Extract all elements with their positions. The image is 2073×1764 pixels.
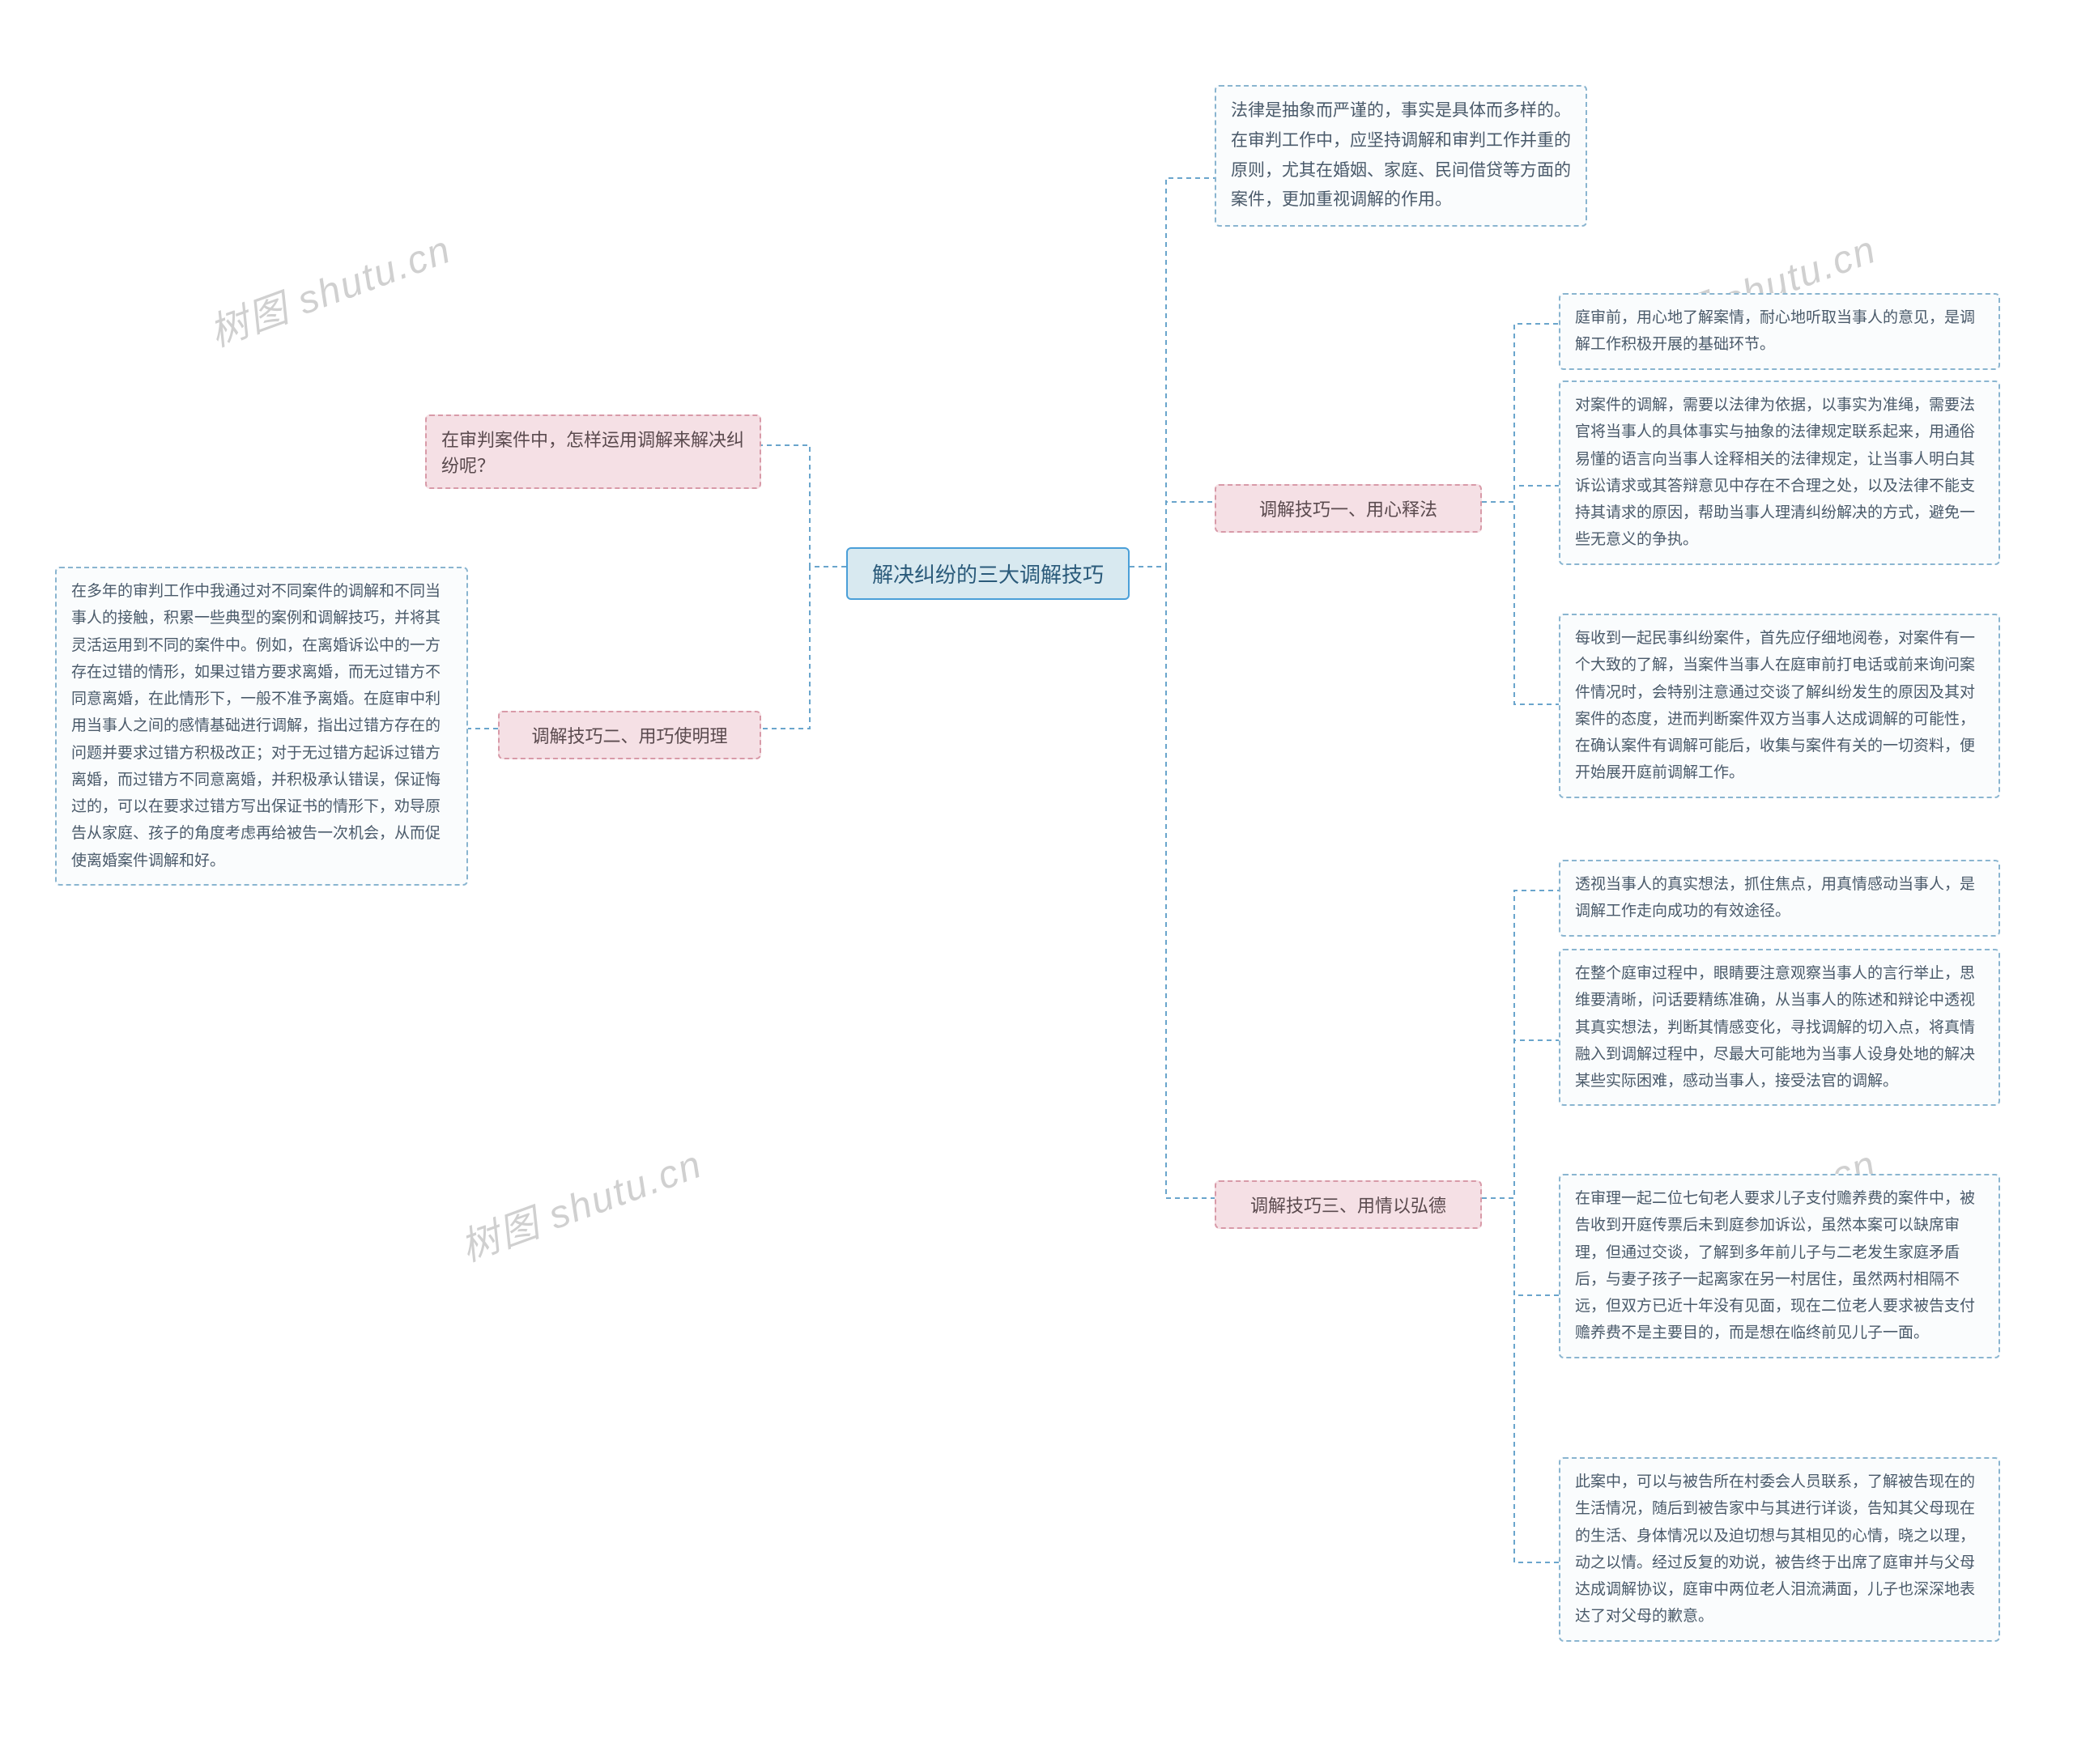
branch-technique3: 调解技巧三、用情以弘德 (1215, 1180, 1482, 1229)
branch-technique1: 调解技巧一、用心释法 (1215, 484, 1482, 533)
watermark: 树图 shutu.cn (200, 218, 458, 358)
leaf-technique2-text: 在多年的审判工作中我通过对不同案件的调解和不同当事人的接触，积累一些典型的案例和… (71, 583, 441, 869)
leaf-technique1-d2-text: 对案件的调解，需要以法律为依据，以事实为准绳，需要法官将当事人的具体事实与抽象的… (1575, 397, 1975, 548)
leaf-technique1-d3-text: 每收到一起民事纠纷案件，首先应仔细地阅卷，对案件有一个大致的了解，当案件当事人在… (1575, 630, 1975, 781)
root-node: 解决纠纷的三大调解技巧 (846, 547, 1130, 600)
leaf-technique3-d1: 透视当事人的真实想法，抓住焦点，用真情感动当事人，是调解工作走向成功的有效途径。 (1559, 860, 2000, 937)
leaf-technique3-d2: 在整个庭审过程中，眼睛要注意观察当事人的言行举止，思维要清晰，问话要精练准确，从… (1559, 949, 2000, 1106)
leaf-technique3-d3-text: 在审理一起二位七旬老人要求儿子支付赡养费的案件中，被告收到开庭传票后未到庭参加诉… (1575, 1190, 1975, 1341)
leaf-intro: 法律是抽象而严谨的，事实是具体而多样的。在审判工作中，应坚持调解和审判工作并重的… (1215, 85, 1587, 227)
branch-technique3-label: 调解技巧三、用情以弘德 (1250, 1196, 1446, 1216)
leaf-technique1-d2: 对案件的调解，需要以法律为依据，以事实为准绳，需要法官将当事人的具体事实与抽象的… (1559, 380, 2000, 565)
leaf-technique3-d2-text: 在整个庭审过程中，眼睛要注意观察当事人的言行举止，思维要清晰，问话要精练准确，从… (1575, 965, 1975, 1090)
leaf-technique3-d1-text: 透视当事人的真实想法，抓住焦点，用真情感动当事人，是调解工作走向成功的有效途径。 (1575, 876, 1975, 920)
leaf-technique1-d1-text: 庭审前，用心地了解案情，耐心地听取当事人的意见，是调解工作积极开展的基础环节。 (1575, 309, 1975, 353)
leaf-intro-text: 法律是抽象而严谨的，事实是具体而多样的。在审判工作中，应坚持调解和审判工作并重的… (1231, 101, 1571, 209)
leaf-technique1-d3: 每收到一起民事纠纷案件，首先应仔细地阅卷，对案件有一个大致的了解，当案件当事人在… (1559, 614, 2000, 798)
branch-technique2-label: 调解技巧二、用巧使明理 (531, 726, 727, 746)
branch-question: 在审判案件中，怎样运用调解来解决纠纷呢？ (425, 414, 761, 489)
branch-technique1-label: 调解技巧一、用心释法 (1259, 499, 1437, 520)
leaf-technique1-d1: 庭审前，用心地了解案情，耐心地听取当事人的意见，是调解工作积极开展的基础环节。 (1559, 293, 2000, 370)
leaf-technique3-d3: 在审理一起二位七旬老人要求儿子支付赡养费的案件中，被告收到开庭传票后未到庭参加诉… (1559, 1174, 2000, 1358)
watermark: 树图 shutu.cn (451, 1133, 709, 1273)
root-label: 解决纠纷的三大调解技巧 (872, 563, 1104, 587)
branch-question-label: 在审判案件中，怎样运用调解来解决纠纷呢？ (441, 430, 744, 476)
leaf-technique2-detail: 在多年的审判工作中我通过对不同案件的调解和不同当事人的接触，积累一些典型的案例和… (55, 567, 468, 886)
branch-technique2: 调解技巧二、用巧使明理 (498, 711, 761, 759)
leaf-technique3-d4: 此案中，可以与被告所在村委会人员联系，了解被告现在的生活情况，随后到被告家中与其… (1559, 1457, 2000, 1642)
leaf-technique3-d4-text: 此案中，可以与被告所在村委会人员联系，了解被告现在的生活情况，随后到被告家中与其… (1575, 1473, 1975, 1625)
